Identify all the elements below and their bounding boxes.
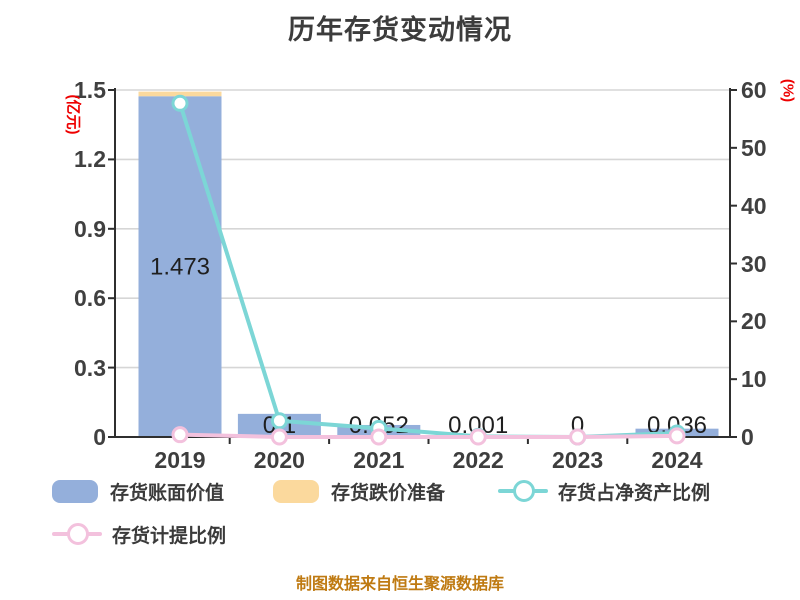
left-axis-tick-0.9: 0.9 [74, 215, 106, 242]
x-axis-label-2024: 2024 [651, 447, 703, 473]
left-axis-tick-0.3: 0.3 [74, 354, 106, 381]
chart-title: 历年存货变动情况 [288, 15, 512, 45]
marker-provision-ratio-2022 [469, 428, 487, 446]
legend-item-net-asset-ratio: 存货占净资产比例 [498, 479, 711, 504]
right-axis-tick-20: 20 [741, 308, 767, 335]
left-axis-tick-0: 0 [93, 424, 106, 450]
x-axis-label-2021: 2021 [353, 447, 405, 473]
legend-label-provision-ratio: 存货计提比例 [112, 525, 227, 547]
marker-provision-ratio-2019 [171, 426, 189, 444]
marker-provision-ratio-2021 [370, 428, 388, 446]
x-axis-label-2019: 2019 [154, 447, 206, 473]
legend-swatch-book-value [52, 479, 98, 503]
legend-item-provision: 存货跌价准备 [273, 479, 446, 504]
marker-net-asset-ratio-2020 [270, 412, 288, 430]
legend-item-provision-ratio: 存货计提比例 [52, 522, 227, 547]
left-axis-tick-1.2: 1.2 [74, 146, 106, 173]
right-axis-tick-10: 10 [741, 366, 767, 393]
marker-provision-ratio-2020 [270, 428, 288, 446]
chart-footer: 制图数据来自恒生聚源数据库 [295, 576, 504, 593]
right-axis-tick-50: 50 [741, 134, 767, 161]
line-net-asset-ratio [178, 102, 678, 439]
x-axis-label-2020: 2020 [253, 447, 305, 473]
right-axis-tick-40: 40 [741, 192, 767, 219]
legend-dot-icon [67, 523, 89, 545]
marker-provision-ratio-2024 [668, 427, 686, 445]
right-axis-unit-label: (%) [779, 78, 797, 103]
right-axis-tick-60: 60 [741, 77, 767, 103]
line-provision-ratio [179, 432, 678, 439]
left-axis-tick-1.5: 1.5 [74, 77, 106, 103]
right-axis-tick-30: 30 [741, 250, 767, 277]
legend-label-book-value: 存货账面价值 [110, 482, 225, 504]
legend-swatch-provision [273, 479, 319, 503]
marker-provision-ratio-2023 [569, 428, 587, 446]
bar-value-label-2019: 1.473 [150, 254, 210, 281]
legend-line-marker-net-asset-ratio [498, 479, 548, 503]
legend-label-provision: 存货跌价准备 [331, 482, 446, 504]
legend-label-net-asset-ratio: 存货占净资产比例 [558, 482, 711, 504]
left-axis-unit-label: (亿元) [64, 94, 82, 135]
legend-line-marker-provision-ratio [52, 522, 102, 546]
left-axis-tick-0.6: 0.6 [74, 285, 106, 312]
legend-item-book-value: 存货账面价值 [52, 479, 225, 504]
x-axis-label-2023: 2023 [552, 447, 604, 473]
x-axis-label-2022: 2022 [452, 447, 504, 473]
bar-book-value-2019 [138, 96, 222, 437]
bar-provision-2019 [138, 91, 222, 97]
legend-dot-icon [513, 480, 535, 502]
right-axis-tick-0: 0 [741, 424, 754, 450]
marker-net-asset-ratio-2019 [171, 94, 189, 112]
